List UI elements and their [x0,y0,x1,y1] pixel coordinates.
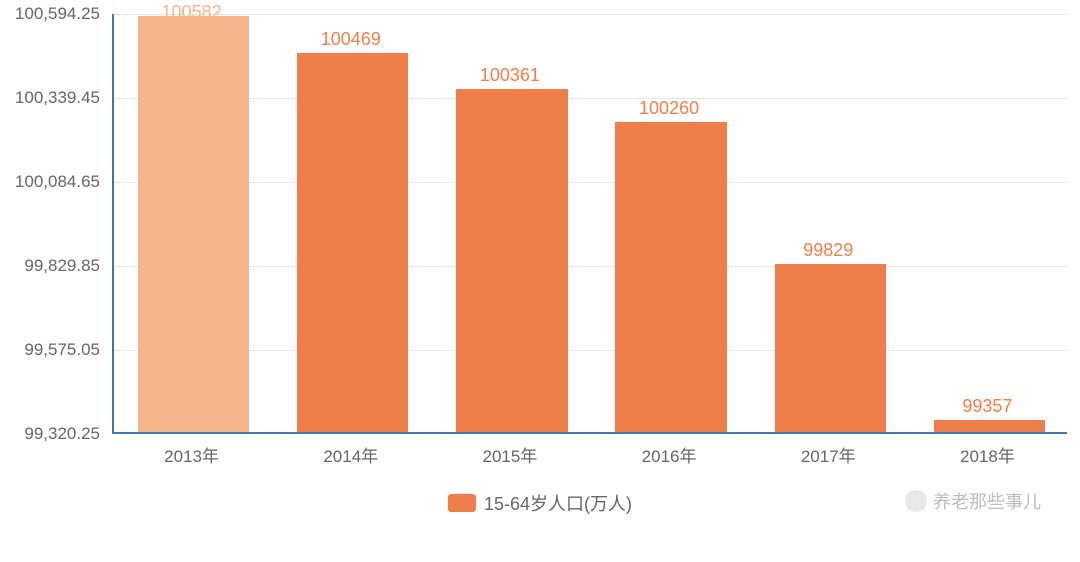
watermark-icon [905,490,927,512]
y-axis-tick-label: 99,829.85 [0,256,100,276]
bar-value-label: 99357 [962,396,1012,417]
legend-label: 15-64岁人口(万人) [484,490,632,516]
y-axis-tick-label: 99,575.05 [0,340,100,360]
bar [775,264,886,432]
gridline [114,14,1067,15]
x-axis-tick-label: 2014年 [323,442,378,467]
plot-area [112,14,1067,434]
bar [456,89,567,432]
y-axis-tick-label: 99,320.25 [0,424,100,444]
y-axis-tick-label: 100,594.25 [0,4,100,24]
y-axis-tick-label: 100,339.45 [0,88,100,108]
y-axis-tick-label: 100,084.65 [0,172,100,192]
bar-value-label: 100469 [321,29,381,50]
watermark-text: 养老那些事儿 [933,488,1041,514]
x-axis-tick-label: 2013年 [164,442,219,467]
gridline [114,182,1067,183]
gridline [114,98,1067,99]
bar-value-label: 100582 [162,2,222,23]
x-axis-tick-label: 2015年 [482,442,537,467]
bar [138,16,249,432]
gridline [114,350,1067,351]
gridline [114,266,1067,267]
bar-value-label: 100260 [639,98,699,119]
bar-value-label: 100361 [480,65,540,86]
x-axis-tick-label: 2016年 [642,442,697,467]
bar [934,420,1045,432]
legend-swatch [448,494,476,512]
x-axis-tick-label: 2018年 [960,442,1015,467]
bar-value-label: 99829 [803,240,853,261]
bar [297,53,408,432]
bar [615,122,726,432]
bar-chart: 15-64岁人口(万人) 养老那些事儿 99,320.25 99,575.05 99… [0,0,1080,562]
legend: 15-64岁人口(万人) [448,490,632,516]
x-axis-tick-label: 2017年 [801,442,856,467]
watermark: 养老那些事儿 [905,488,1041,514]
